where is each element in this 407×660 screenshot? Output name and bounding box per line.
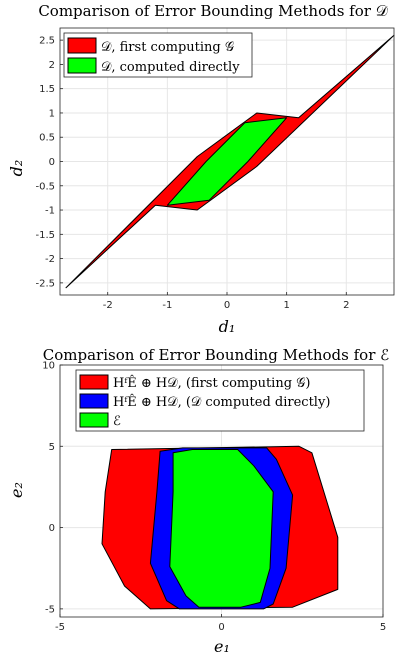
bottom-legend-box: [75, 369, 365, 432]
top-ytick-label-5: 0: [49, 157, 55, 168]
top-region-1: [166, 117, 288, 206]
top-ytick-label-6: 0.5: [39, 133, 55, 144]
chart-top-ylabel: d₂: [7, 160, 26, 177]
chart-top-xlabel: d₁: [219, 317, 236, 336]
chart-bottom: Comparison of Error Bounding Methods for…: [7, 346, 389, 656]
chart-top-legend: 𝒟, first computing 𝒢 𝒟, computed directly: [63, 32, 253, 78]
chart-bottom-regions: [101, 445, 339, 610]
top-legend-label-1: 𝒟, computed directly: [101, 60, 240, 75]
chart-top: Comparison of Error Bounding Methods for…: [7, 2, 395, 336]
top-xtick-label-2: 0: [224, 300, 230, 311]
bottom-xtick-label-2: 5: [380, 622, 386, 633]
top-legend-label-0: 𝒟, first computing 𝒢: [101, 40, 234, 55]
bottom-xtick-label-0: -5: [55, 622, 65, 633]
top-ytick-label-4: -0.5: [35, 181, 55, 192]
bottom-legend-swatch-2: [79, 412, 109, 428]
chart-bottom-xlabel: e₁: [214, 637, 230, 656]
bottom-ytick-label-3: 10: [42, 361, 55, 372]
top-xtick-label-4: 2: [343, 300, 349, 311]
chart-bottom-legend: HᶠÊ ⊕ H𝒟, (first computing 𝒢) HᶠÊ ⊕ H𝒟, (…: [75, 369, 365, 432]
top-ytick-label-10: 2.5: [39, 36, 55, 47]
top-xtick-label-0: -2: [103, 300, 113, 311]
bottom-legend-label-0: HᶠÊ ⊕ H𝒟, (first computing 𝒢): [113, 375, 311, 391]
top-ytick-label-0: -2.5: [35, 278, 55, 289]
chart-bottom-ylabel: e₂: [7, 482, 26, 498]
bottom-legend-swatch-0: [79, 374, 109, 390]
chart-top-ticks: -2 -1 0 1 2 -2.5 -2 -1.5 -1 -0.5 0 0.5 1 1.5 2 2.5: [35, 36, 349, 311]
top-ytick-label-7: 1: [49, 108, 55, 119]
top-ytick-label-8: 1.5: [39, 84, 55, 95]
top-legend-swatch-0: [67, 37, 97, 54]
top-ytick-label-3: -1: [45, 206, 55, 217]
top-xtick-label-3: 1: [283, 300, 289, 311]
top-ytick-label-1: -2: [45, 254, 55, 265]
chart-top-title: Comparison of Error Bounding Methods for…: [38, 2, 387, 20]
top-xtick-label-1: -1: [162, 300, 172, 311]
bottom-legend-swatch-1: [79, 393, 109, 409]
bottom-xtick-label-1: 0: [218, 622, 224, 633]
bottom-ytick-label-0: -5: [45, 604, 55, 615]
top-ytick-label-9: 2: [49, 60, 55, 71]
bottom-legend-label-2: ℰ: [113, 414, 121, 429]
top-legend-swatch-1: [67, 57, 97, 74]
chart-bottom-title: Comparison of Error Bounding Methods for…: [43, 346, 389, 364]
bottom-ytick-label-1: 0: [49, 523, 55, 534]
bottom-region-2: [169, 449, 274, 608]
chart-bottom-ticks: -5 0 5 -5 0 5 10: [42, 361, 386, 634]
bottom-legend-label-1: HᶠÊ ⊕ H𝒟, (𝒟 computed directly): [113, 394, 330, 410]
bottom-ytick-label-2: 5: [49, 442, 55, 453]
top-ytick-label-2: -1.5: [35, 230, 55, 241]
